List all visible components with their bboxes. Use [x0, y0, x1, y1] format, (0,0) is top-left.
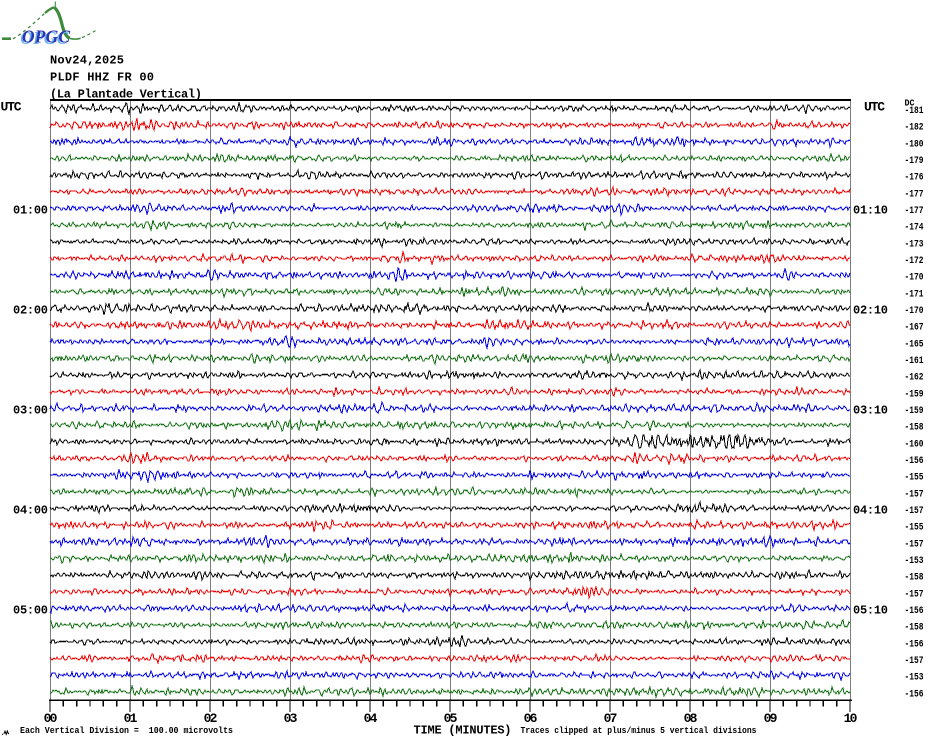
svg-text:10: 10: [844, 711, 858, 726]
svg-text:04: 04: [364, 711, 378, 726]
svg-text:-161: -161: [905, 356, 924, 367]
svg-text:02:00: 02:00: [13, 304, 48, 318]
svg-text:05: 05: [444, 711, 458, 726]
svg-text:-155: -155: [905, 473, 924, 484]
svg-text:UTC: UTC: [1, 100, 22, 115]
svg-text:04:00: 04:00: [13, 504, 48, 518]
svg-text:OPGC: OPGC: [20, 28, 68, 48]
svg-text:-158: -158: [905, 423, 924, 434]
svg-text:03: 03: [284, 711, 298, 726]
svg-text:Each Vertical Division = 100.: Each Vertical Division = 100.00 microvol…: [20, 726, 233, 736]
svg-text:-158: -158: [905, 573, 924, 584]
svg-text:01:10: 01:10: [853, 204, 888, 218]
svg-text:-172: -172: [905, 256, 924, 267]
svg-text:-157: -157: [905, 656, 924, 667]
svg-text:-157: -157: [905, 489, 924, 500]
svg-text:TIME (MINUTES): TIME (MINUTES): [414, 724, 512, 738]
svg-text:Nov24,2025: Nov24,2025: [50, 54, 124, 68]
svg-text:01:00: 01:00: [13, 204, 48, 218]
svg-text:02:10: 02:10: [853, 304, 888, 318]
svg-text:DC: DC: [905, 99, 916, 109]
svg-text:00: 00: [44, 711, 58, 726]
svg-text:08: 08: [684, 711, 698, 726]
svg-text:-162: -162: [905, 373, 924, 384]
svg-text:-171: -171: [905, 289, 924, 300]
svg-text:-181: -181: [905, 106, 924, 117]
svg-text:-159: -159: [905, 406, 924, 417]
svg-text:04:10: 04:10: [853, 504, 888, 518]
svg-text:07: 07: [604, 711, 618, 726]
svg-text:-160: -160: [905, 439, 924, 450]
svg-text:-177: -177: [905, 206, 924, 217]
svg-text:-153: -153: [905, 673, 924, 684]
svg-text:09: 09: [764, 711, 778, 726]
svg-text:-182: -182: [905, 123, 924, 134]
svg-text:PLDF HHZ FR 00: PLDF HHZ FR 00: [50, 71, 154, 85]
svg-text:-176: -176: [905, 173, 924, 184]
svg-text:-156: -156: [905, 456, 924, 467]
svg-text:-180: -180: [905, 139, 924, 150]
svg-text:05:10: 05:10: [853, 604, 888, 618]
svg-text:-177: -177: [905, 189, 924, 200]
svg-text:03:10: 03:10: [853, 404, 888, 418]
svg-text:-156: -156: [905, 606, 924, 617]
svg-text:-167: -167: [905, 323, 924, 334]
svg-text:-157: -157: [905, 589, 924, 600]
svg-text:-156: -156: [905, 639, 924, 650]
svg-text:-153: -153: [905, 556, 924, 567]
svg-text:06: 06: [524, 711, 538, 726]
svg-text:Traces clipped at plus/minus 5: Traces clipped at plus/minus 5 vertical …: [521, 726, 757, 736]
svg-text:-165: -165: [905, 339, 924, 350]
svg-text:-158: -158: [905, 623, 924, 634]
svg-text:-174: -174: [905, 223, 924, 234]
svg-text:-173: -173: [905, 239, 924, 250]
svg-text:-170: -170: [905, 306, 924, 317]
svg-text:-155: -155: [905, 523, 924, 534]
svg-text:-156: -156: [905, 689, 924, 700]
svg-text:-170: -170: [905, 273, 924, 284]
svg-text:03:00: 03:00: [13, 404, 48, 418]
svg-text:(La Plantade Vertical): (La Plantade Vertical): [50, 88, 202, 102]
svg-text:-157: -157: [905, 506, 924, 517]
svg-text:-179: -179: [905, 156, 924, 167]
svg-text:01: 01: [124, 711, 138, 726]
svg-text:UTC: UTC: [864, 100, 885, 115]
svg-text:-159: -159: [905, 389, 924, 400]
svg-text:-157: -157: [905, 539, 924, 550]
svg-text:02: 02: [204, 711, 218, 726]
svg-text:05:00: 05:00: [13, 604, 48, 618]
svg-text:OPGC: OPGC: [22, 26, 70, 46]
